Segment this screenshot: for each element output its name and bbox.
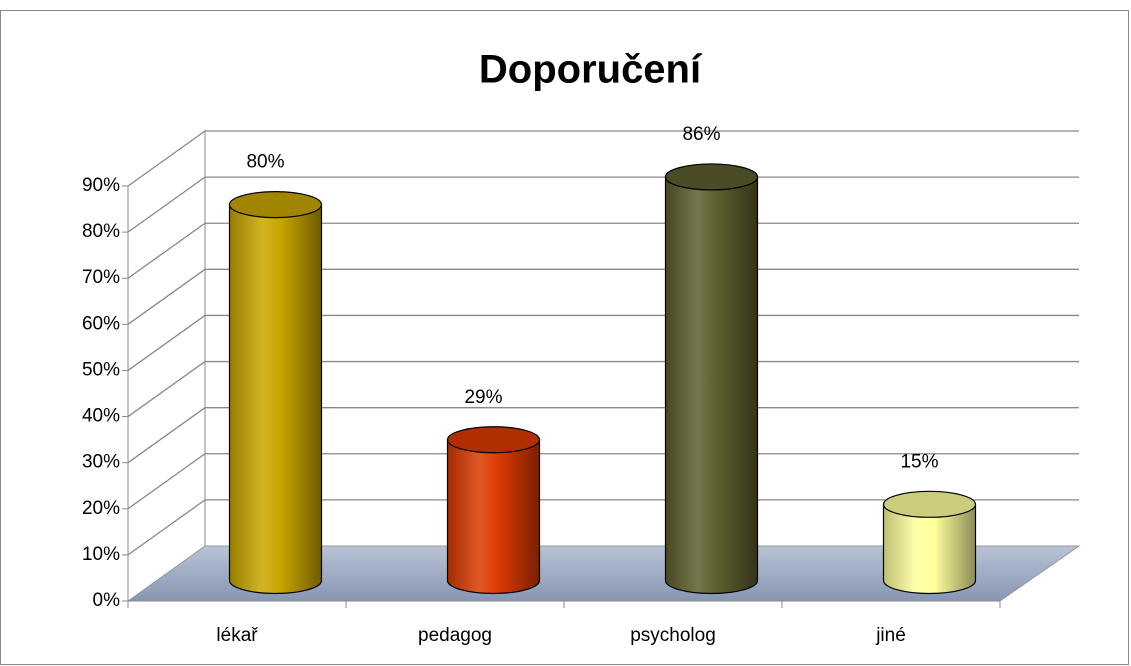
bar [446, 439, 541, 595]
y-tick-label: 70% [82, 267, 120, 288]
bar [882, 503, 977, 595]
y-tick-label: 30% [82, 452, 120, 473]
y-tick-label: 60% [82, 313, 120, 334]
bar [664, 176, 759, 595]
x-tick-label: psycholog [630, 625, 716, 646]
bar-top [228, 191, 323, 219]
y-tick-label: 10% [82, 544, 120, 565]
y-tick-label: 90% [82, 175, 120, 196]
data-label: 86% [682, 124, 720, 145]
bar [228, 204, 323, 595]
y-tick-label: 80% [82, 221, 120, 242]
y-tick-label: 20% [82, 498, 120, 519]
x-tick-label: lékař [216, 625, 258, 646]
bar-top [446, 426, 541, 454]
bar-top [882, 490, 977, 518]
x-tick-label: pedagog [418, 625, 492, 646]
y-tick-label: 50% [82, 359, 120, 380]
bar-top [664, 163, 759, 191]
chart-title: Doporučení [479, 48, 703, 92]
data-label: 15% [900, 451, 938, 472]
y-tick-label: 0% [93, 590, 121, 611]
x-tick-label: jiné [875, 625, 906, 646]
data-label: 80% [246, 152, 284, 173]
y-tick-label: 40% [82, 406, 120, 427]
data-label: 29% [464, 387, 502, 408]
